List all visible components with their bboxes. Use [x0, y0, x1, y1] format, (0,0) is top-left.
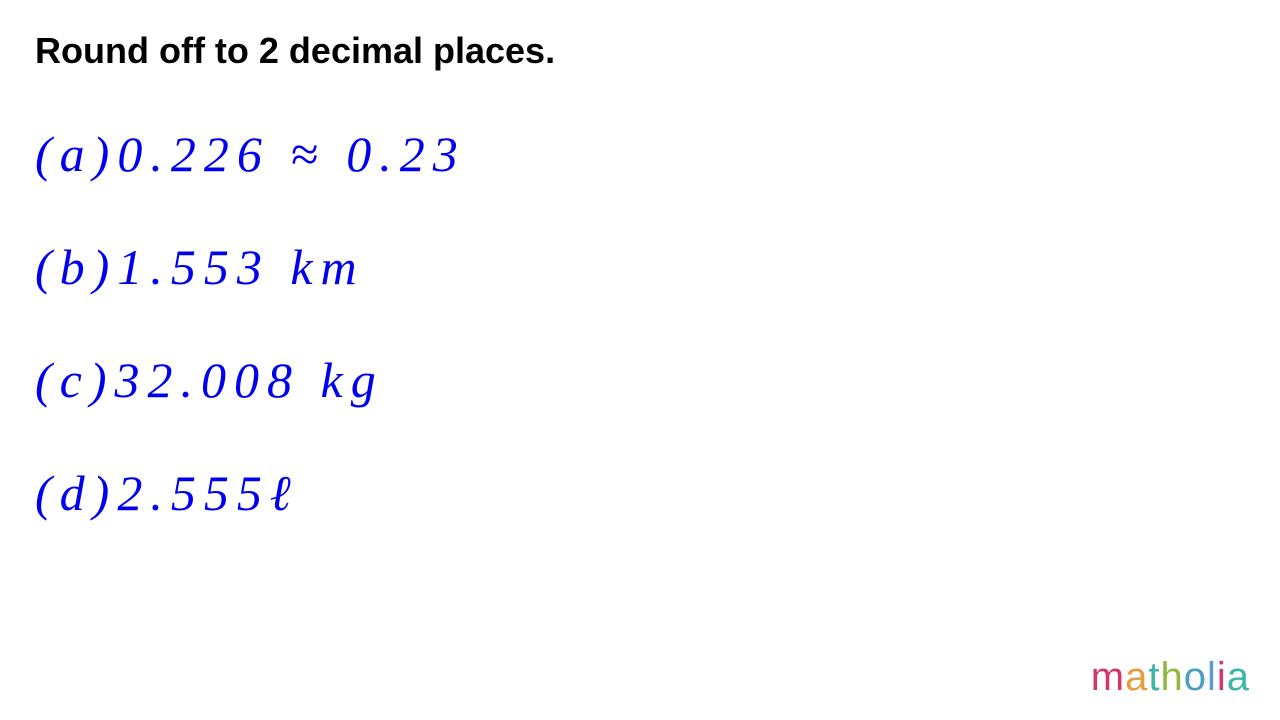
- problem-d-label: (d): [35, 465, 117, 521]
- problems-container: (a)0.226 ≈ 0.23 (b)1.553 km (c)32.008 kg…: [35, 125, 466, 577]
- logo-letter-a1: a: [1125, 655, 1148, 699]
- matholia-logo: matholia: [1091, 655, 1250, 700]
- problem-b-label: (b): [35, 239, 117, 295]
- instruction-text: Round off to 2 decimal places.: [35, 30, 555, 72]
- logo-letter-a2: a: [1227, 655, 1250, 699]
- logo-letter-o: o: [1184, 655, 1207, 699]
- problem-a-label: (a): [35, 126, 117, 182]
- problem-c: (c)32.008 kg: [35, 351, 466, 409]
- logo-letter-l: l: [1207, 655, 1217, 699]
- problem-d: (d)2.555ℓ: [35, 464, 466, 522]
- logo-letter-i: i: [1217, 655, 1227, 699]
- problem-a-content: 0.226 ≈ 0.23: [117, 126, 465, 182]
- problem-a: (a)0.226 ≈ 0.23: [35, 125, 466, 183]
- logo-letter-m: m: [1091, 655, 1125, 699]
- problem-c-label: (c): [35, 352, 115, 408]
- problem-b: (b)1.553 km: [35, 238, 466, 296]
- logo-letter-t: t: [1148, 655, 1160, 699]
- problem-b-content: 1.553 km: [117, 239, 364, 295]
- problem-c-content: 32.008 kg: [115, 352, 384, 408]
- logo-letter-h: h: [1160, 655, 1183, 699]
- problem-d-content: 2.555ℓ: [117, 465, 298, 521]
